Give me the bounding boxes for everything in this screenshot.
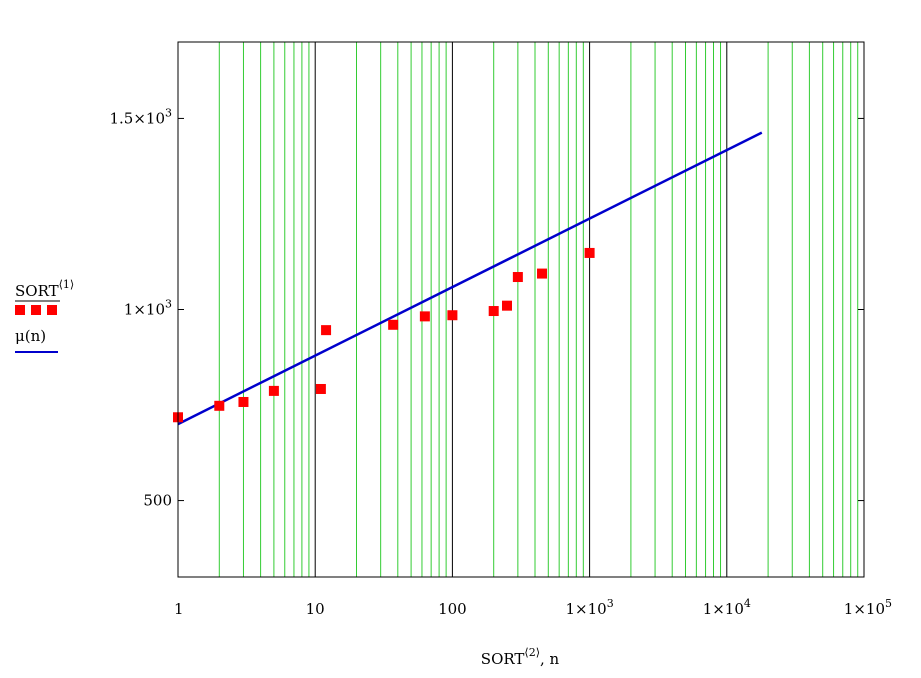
grid: [218, 42, 859, 577]
data-point: [584, 247, 595, 258]
x-tick-label: 1: [174, 600, 184, 618]
data-point: [238, 396, 249, 407]
legend-marker-2: [31, 305, 41, 315]
series-line-mu: [177, 131, 763, 426]
legend-label-sort: SORT⟨1⟩: [15, 278, 74, 300]
y-tick-labels: 500 1×103 1.5×103: [109, 106, 172, 509]
data-point: [501, 300, 512, 311]
x-tick-label: 1×103: [565, 597, 613, 618]
x-tick-label: 1×104: [703, 597, 751, 618]
legend-label-sort-main: SORT: [15, 282, 59, 300]
legend-marker-3: [47, 305, 57, 315]
plot-background: [178, 42, 864, 577]
x-axis-label-main: SORT: [481, 650, 525, 668]
x-axis-label: SORT⟨2⟩, n: [481, 646, 560, 668]
x-tick-label: 1×105: [844, 597, 892, 618]
data-point: [537, 268, 548, 279]
x-tick-labels: 1 10 100 1×103 1×104 1×105: [174, 597, 892, 618]
y-tick-label: 1×103: [124, 298, 172, 319]
axis-ticks: [178, 117, 864, 502]
x-tick-label: 10: [306, 600, 325, 618]
legend-marker-1: [15, 305, 25, 315]
data-point: [214, 400, 225, 411]
legend-label-sort-sup: ⟨1⟩: [59, 278, 75, 291]
data-point: [315, 383, 326, 394]
data-point: [321, 325, 332, 336]
legend-label-mu: μ(n): [15, 327, 46, 345]
data-point: [388, 319, 399, 330]
data-point: [268, 385, 279, 396]
y-tick-label: 1.5×103: [109, 106, 172, 127]
legend: SORT⟨1⟩ μ(n): [15, 278, 74, 353]
line-series: [177, 131, 763, 426]
data-point: [419, 311, 430, 322]
y-tick-label: 500: [143, 492, 172, 510]
data-point: [512, 272, 523, 283]
data-point: [447, 310, 458, 321]
x-axis-label-suffix: , n: [540, 650, 560, 668]
x-axis-label-sup: ⟨2⟩: [524, 646, 540, 659]
data-point: [488, 306, 499, 317]
x-tick-label: 100: [438, 600, 467, 618]
